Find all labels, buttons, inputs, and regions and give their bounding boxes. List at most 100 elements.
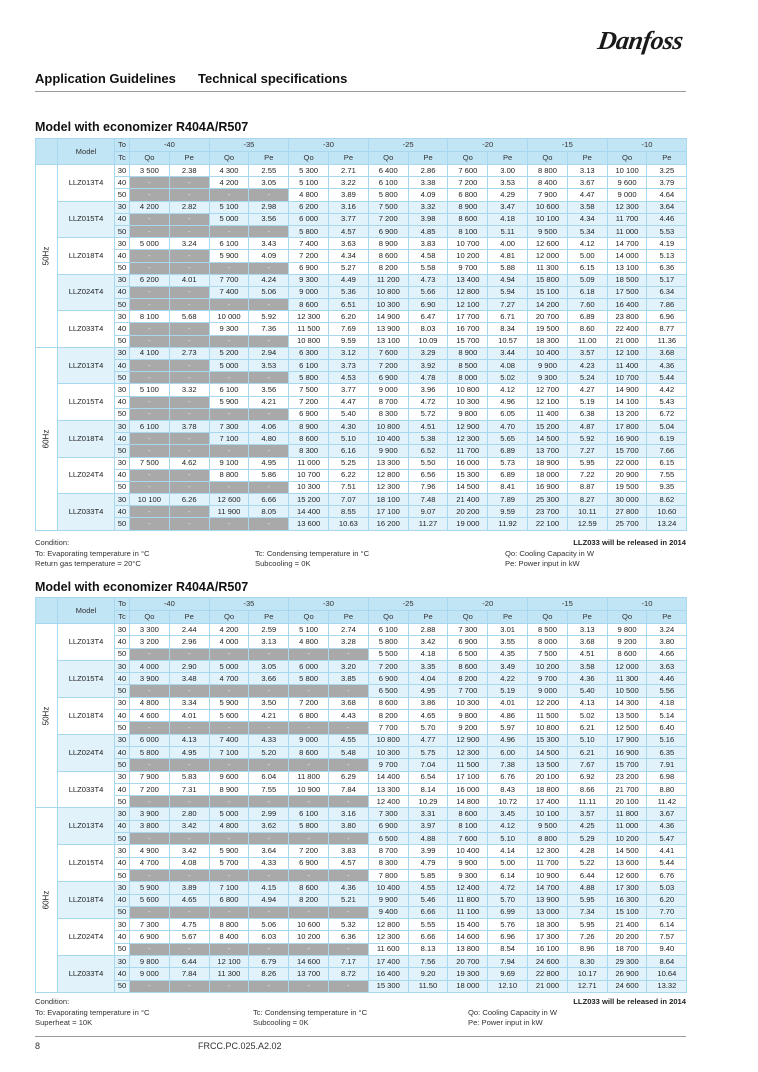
table-row: 40 3 900 3.48 4 700 3.66 5 800 3.85 6 900 4.04 8 … [36,672,688,686]
qo-note: Qo: Cooling Capacity in W [505,548,595,558]
qo-value: - [208,832,250,846]
qo-value: 7 700 [447,684,489,698]
header-qo: Qo [288,610,330,624]
qo-value: - [129,188,170,202]
footer-divider [35,1036,686,1037]
qo-value: 8 900 [208,782,250,797]
qo-value: 12 800 [367,468,409,482]
qo-value: 7 400 [288,237,330,251]
pe-value: 6.40 [646,721,688,735]
pe-value: 8.34 [487,322,529,336]
tc-note: Tc: Condensing temperature in °C [253,1007,368,1017]
header-pe: Pe [407,151,449,165]
qo-value: 13 100 [606,261,648,275]
model-name: LLZ015T4 [57,200,115,239]
table1-notes-right: Qo: Cooling Capacity in W Pe: Power inpu… [505,549,594,570]
pe-value: 6.52 [407,444,449,458]
qo-value: 12 500 [606,721,648,735]
pe-value: 5.10 [328,432,369,446]
qo-value: 8 600 [288,432,330,446]
pe-value: 4.14 [487,844,529,858]
qo-value: 11 000 [606,819,648,834]
pe-value: 4.18 [487,212,529,226]
qo-value: 15 800 [527,273,568,287]
pe-value: 7.27 [566,444,608,458]
qo-value: 4 100 [129,346,170,361]
pe-value: 4.09 [248,249,290,263]
table-row: 50- - - -10 800 9.59 13 100 10.09 15 700 10.57 18… [36,334,688,348]
pe-value: 3.83 [407,237,449,251]
qo-value: 9 300 [208,322,250,336]
tc-value: 50 [114,684,130,698]
table-row: LLZ033T4 30 9 800 6.44 12 100 6.79 14 600 7.17 1… [36,955,688,993]
qo-value: 5 000 [129,237,170,251]
qo-value: 10 100 [129,493,170,507]
pe-value: 5.95 [566,456,608,470]
qo-value: - [288,942,330,957]
qo-value: 13 500 [606,709,648,723]
pe-value: 3.83 [328,844,369,858]
pe-value: 2.96 [168,635,210,649]
pe-value: - [168,188,210,202]
qo-value: 8 800 [208,918,250,932]
model-name: LLZ033T4 [57,493,115,531]
qo-value: 7 900 [527,188,568,202]
pe-value: 4.95 [168,745,210,760]
qo-value: 6 100 [288,358,330,373]
qo-value: 12 300 [447,432,489,446]
pe-value: 3.42 [407,635,449,649]
header-pe: Pe [646,610,688,624]
pe-value: 4.96 [487,733,529,747]
qo-value: 8 200 [447,672,489,686]
pe-value: 4.22 [487,672,529,686]
pe-value: 5.10 [487,832,529,846]
qo-value: 11 800 [606,807,648,821]
qo-value: 3 900 [129,672,170,686]
qo-value: 14 500 [447,480,489,495]
tc-value: 40 [114,893,130,907]
pe-value: 4.36 [646,358,688,373]
pe-value: 12.10 [487,979,529,993]
qo-value: 7 700 [367,721,409,735]
model-name: LLZ018T4 [57,881,115,920]
qo-value: 11 500 [527,709,568,723]
qo-value: 10 700 [447,237,489,251]
release-note: LLZ033 will be released in 2014 [573,997,686,1006]
pe-value: - [168,285,210,300]
qo-value: 7 500 [527,647,568,661]
pe-value: 4.35 [487,647,529,661]
table-row: LLZ015T4 30 4 000 2.90 5 000 3.05 6 000 3.20 7 2… [36,659,688,698]
model-name: LLZ015T4 [57,844,115,883]
qo-value: 22 800 [527,967,568,981]
pe-value: 3.25 [646,163,688,178]
qo-value: 10 900 [527,868,568,883]
qo-value: 7 200 [288,696,330,711]
pe-value: 2.86 [407,163,449,178]
pe-value: 6.56 [407,468,449,482]
qo-value: 6 900 [367,819,409,834]
pe-value: 5.04 [646,419,688,434]
pe-value: - [248,795,290,809]
qo-value: - [129,979,170,993]
qo-value: 11 500 [447,758,489,772]
pe-value: 3.05 [248,659,290,674]
model-name: LLZ024T4 [57,733,115,772]
pe-value: 4.53 [328,371,369,385]
qo-value: 9 600 [606,176,648,190]
table-row: LLZ024T4 30 7 500 4.62 9 100 4.95 11 000 5.25 13… [36,456,688,495]
header-pe: Pe [168,610,210,624]
pe-value: 5.95 [566,918,608,932]
table-row: 40 6 900 5.67 8 400 6.03 10 200 6.36 12 300 6.66… [36,930,688,944]
pe-value: 5.36 [328,285,369,300]
pe-value: 4.95 [248,456,290,470]
pe-value: - [168,358,210,373]
pe-value: 3.68 [328,696,369,711]
tc-value: 50 [114,795,130,809]
qo-value: 7 300 [208,419,250,434]
qo-value: 12 800 [447,285,489,300]
pe-value: 9.07 [407,505,449,519]
pe-value: 6.18 [566,285,608,300]
qo-value: 14 000 [606,249,648,263]
qo-value: 10 800 [288,334,330,348]
pe-value: 5.24 [566,371,608,385]
